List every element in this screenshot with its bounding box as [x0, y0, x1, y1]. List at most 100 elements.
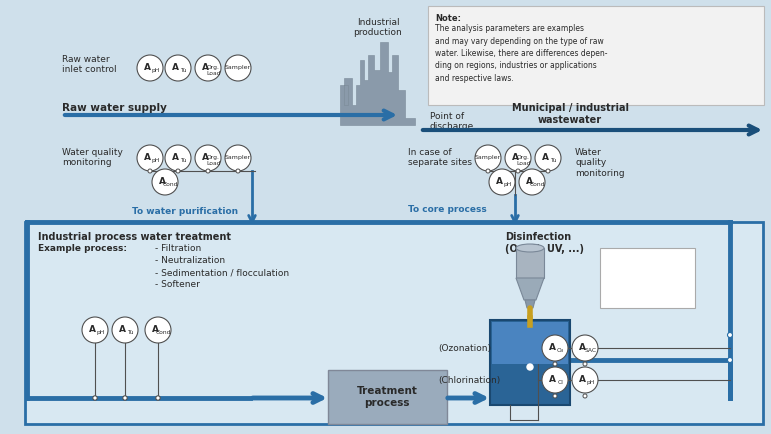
- Polygon shape: [516, 278, 544, 300]
- Polygon shape: [340, 42, 415, 125]
- Ellipse shape: [516, 244, 544, 252]
- Text: A: A: [549, 375, 556, 385]
- Circle shape: [236, 169, 240, 173]
- Text: A: A: [172, 63, 179, 72]
- Circle shape: [225, 55, 251, 81]
- Text: O₃: O₃: [557, 348, 564, 353]
- Circle shape: [583, 394, 587, 398]
- Text: A: A: [172, 154, 179, 162]
- Circle shape: [572, 367, 598, 393]
- Circle shape: [553, 362, 557, 366]
- Text: A: A: [542, 154, 549, 162]
- Text: Org.
Load: Org. Load: [206, 65, 221, 76]
- Text: (Ozonation): (Ozonation): [438, 343, 491, 352]
- Circle shape: [516, 169, 520, 173]
- Text: A: A: [549, 343, 556, 352]
- Circle shape: [137, 55, 163, 81]
- Text: Raw water
inlet control: Raw water inlet control: [62, 55, 116, 74]
- Text: Disinfection
(O₃, Cl, UV, ...): Disinfection (O₃, Cl, UV, ...): [505, 232, 584, 253]
- Circle shape: [137, 145, 163, 171]
- Text: A: A: [202, 63, 209, 72]
- Text: Industrial
production: Industrial production: [354, 18, 402, 37]
- Bar: [492, 322, 568, 364]
- Circle shape: [542, 367, 568, 393]
- Text: Water
quality
monitoring: Water quality monitoring: [575, 148, 625, 178]
- Text: A: A: [579, 375, 586, 385]
- Text: Cond: Cond: [156, 330, 171, 335]
- Circle shape: [527, 364, 533, 370]
- Text: Industrial process water treatment: Industrial process water treatment: [38, 232, 231, 242]
- Circle shape: [553, 394, 557, 398]
- Circle shape: [583, 362, 587, 366]
- Circle shape: [535, 145, 561, 171]
- Text: Water quality
monitoring: Water quality monitoring: [62, 148, 123, 168]
- Text: - Neutralization: - Neutralization: [155, 256, 225, 265]
- Circle shape: [176, 169, 180, 173]
- Text: A: A: [89, 326, 96, 335]
- FancyBboxPatch shape: [25, 222, 763, 424]
- Text: Municipal / industrial
wastewater: Municipal / industrial wastewater: [511, 103, 628, 125]
- Text: - Sedimentation / flocculation: - Sedimentation / flocculation: [155, 268, 289, 277]
- Text: Sampler: Sampler: [475, 155, 501, 161]
- Text: Sampler: Sampler: [225, 66, 251, 70]
- Circle shape: [123, 396, 127, 400]
- Text: pH: pH: [151, 68, 160, 73]
- Text: In case of
separate sites: In case of separate sites: [408, 148, 472, 168]
- Text: Org.
Load: Org. Load: [206, 155, 221, 166]
- Text: A: A: [144, 63, 151, 72]
- Text: Tu: Tu: [180, 68, 187, 73]
- Text: Tu: Tu: [127, 330, 133, 335]
- Text: Point of
discharge: Point of discharge: [430, 112, 474, 132]
- Circle shape: [728, 332, 732, 338]
- Circle shape: [728, 358, 732, 362]
- Circle shape: [165, 55, 191, 81]
- Text: The analysis parameters are examples
and may vary depending on the type of raw
w: The analysis parameters are examples and…: [435, 24, 608, 83]
- Text: A: A: [526, 178, 534, 187]
- Text: Tu: Tu: [180, 158, 187, 163]
- Text: (Chlorination): (Chlorination): [438, 375, 500, 385]
- Text: Tu: Tu: [550, 158, 557, 163]
- FancyBboxPatch shape: [328, 370, 447, 424]
- Circle shape: [165, 145, 191, 171]
- Text: pH: pH: [96, 330, 105, 335]
- Text: Cl: Cl: [557, 380, 564, 385]
- Bar: [600, 248, 695, 308]
- Circle shape: [82, 317, 108, 343]
- Text: Sampler: Sampler: [225, 155, 251, 161]
- Circle shape: [519, 169, 545, 195]
- Circle shape: [195, 55, 221, 81]
- Text: A: A: [152, 326, 159, 335]
- Text: A: A: [159, 178, 167, 187]
- Circle shape: [486, 169, 490, 173]
- Text: - Filtration: - Filtration: [155, 244, 201, 253]
- Circle shape: [546, 169, 550, 173]
- Text: pH: pH: [586, 380, 594, 385]
- Circle shape: [145, 317, 171, 343]
- Text: To water purification: To water purification: [132, 207, 238, 216]
- Circle shape: [489, 169, 515, 195]
- Text: Note:: Note:: [435, 14, 461, 23]
- Text: A: A: [144, 154, 151, 162]
- Text: pH: pH: [503, 182, 512, 187]
- Text: A: A: [512, 154, 519, 162]
- Text: Cond: Cond: [163, 182, 178, 187]
- Text: To core process: To core process: [408, 205, 487, 214]
- Circle shape: [112, 317, 138, 343]
- Text: Treatment
process: Treatment process: [356, 386, 417, 408]
- Circle shape: [542, 335, 568, 361]
- Circle shape: [156, 396, 160, 400]
- Circle shape: [572, 335, 598, 361]
- FancyBboxPatch shape: [428, 6, 764, 105]
- Bar: [516, 248, 544, 278]
- Text: Example process:: Example process:: [38, 244, 127, 253]
- Circle shape: [475, 145, 501, 171]
- Text: A: A: [120, 326, 126, 335]
- Circle shape: [225, 145, 251, 171]
- Text: Cond: Cond: [530, 182, 545, 187]
- Text: A: A: [579, 343, 586, 352]
- Text: pH: pH: [151, 158, 160, 163]
- Text: - Softener: - Softener: [155, 280, 200, 289]
- Circle shape: [195, 145, 221, 171]
- Circle shape: [206, 169, 210, 173]
- Text: SAC: SAC: [584, 348, 597, 353]
